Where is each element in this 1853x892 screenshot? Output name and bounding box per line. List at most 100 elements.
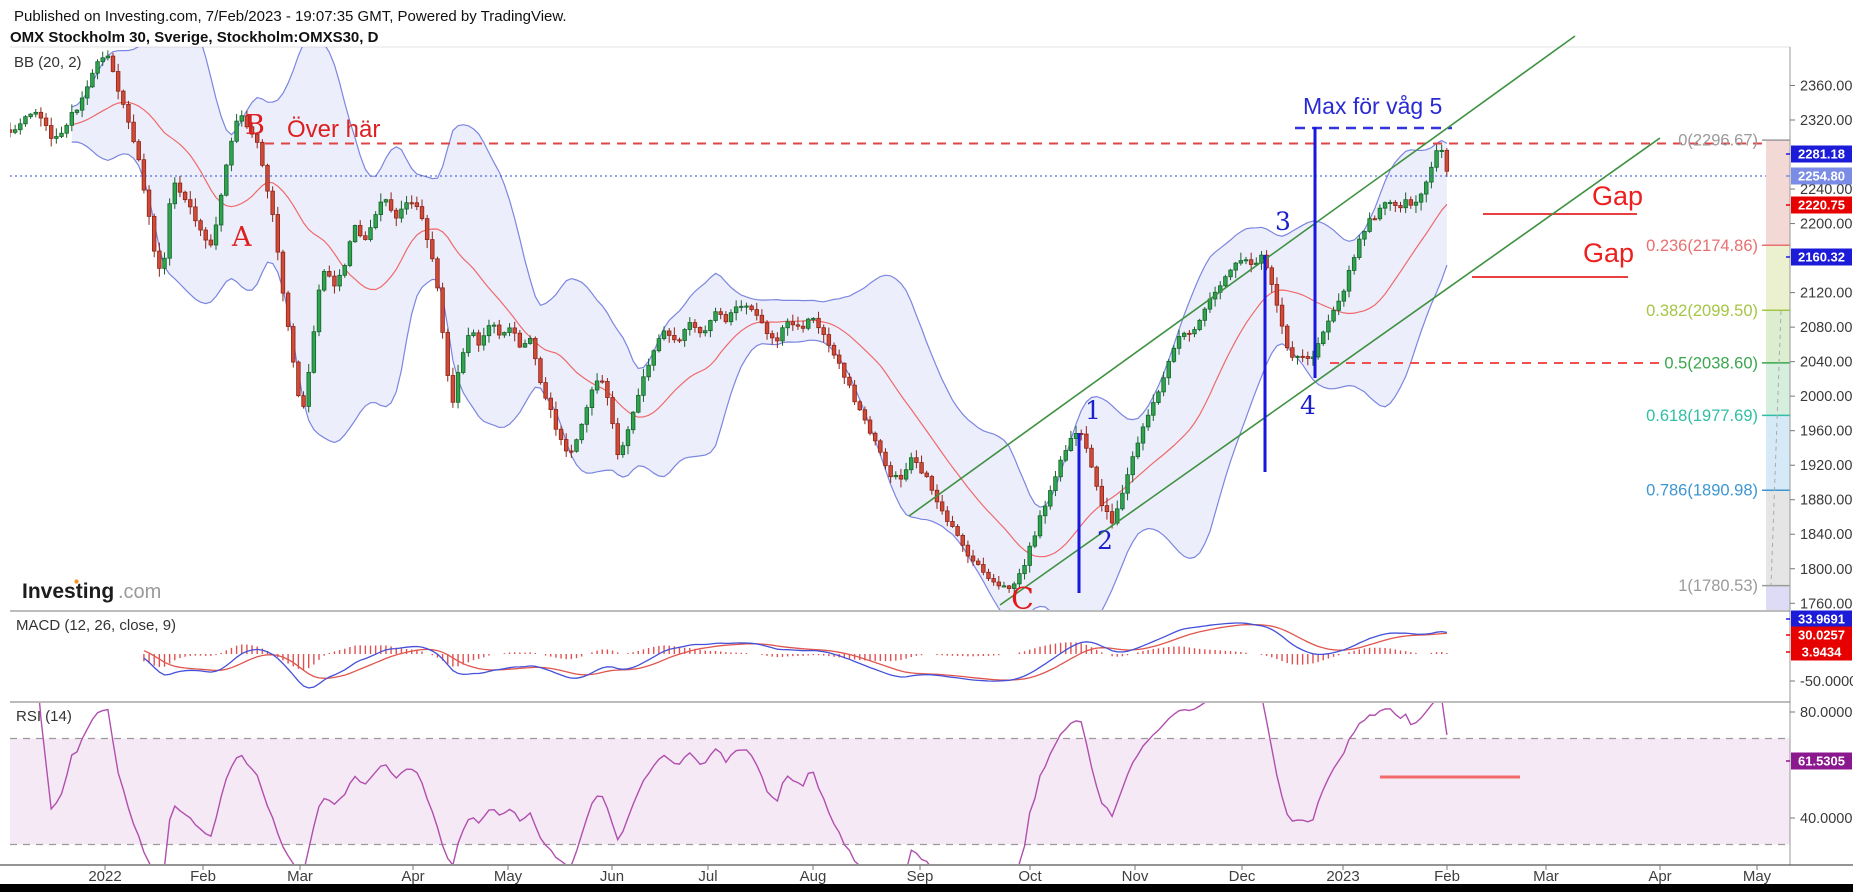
value-badge	[1791, 626, 1852, 644]
candle-body	[43, 117, 49, 126]
candle-body	[466, 335, 471, 354]
annotation-text-gap-2[interactable]: Gap	[1592, 181, 1643, 211]
candle-body	[85, 86, 90, 99]
candle-body	[409, 202, 414, 205]
candle-body	[1434, 150, 1439, 168]
scales-layer[interactable]: 0(2296.67) 0.236(2174.86) 0.382(2099.50) 0.…	[0, 47, 1853, 892]
value-badge	[1791, 643, 1852, 661]
candle-body	[100, 57, 105, 63]
candle-body	[1145, 414, 1151, 428]
price-tick-label: 2120.00	[1800, 286, 1852, 302]
candle-body	[1321, 331, 1326, 345]
candle-body	[399, 208, 404, 219]
candle-body	[775, 337, 780, 342]
candle-body	[795, 324, 801, 327]
value-badge-text: 2160.32	[1798, 250, 1845, 265]
price-tick-label: 1920.00	[1800, 458, 1852, 474]
annotation-text-gap-3[interactable]: Gap	[1583, 238, 1634, 268]
wave-label-c[interactable]: C	[1011, 582, 1034, 617]
candle-body	[342, 265, 347, 276]
wave-label-1[interactable]: 1	[1085, 396, 1101, 425]
candle-body	[862, 409, 868, 421]
candle-body	[1048, 490, 1053, 507]
green-trend-line-2[interactable]	[999, 137, 1661, 606]
candle-body	[831, 344, 837, 356]
annotation-text--ver-h-r-0[interactable]: Över här	[287, 116, 380, 143]
annotation-text-max-f-r-v-g-5-1[interactable]: Max för våg 5	[1303, 93, 1442, 119]
macd-line	[143, 622, 1447, 689]
time-scale[interactable]: 2022 Feb Mar Apr May Jun Jul Aug Sep Oct Nov Dec 202…	[0, 864, 1853, 885]
wave-label-3[interactable]: 3	[1275, 207, 1291, 236]
fib-baseline-dashed	[1770, 310, 1782, 587]
candle-body	[574, 439, 579, 452]
macd-indicator-label[interactable]: MACD (12, 26, close, 9)	[16, 617, 176, 634]
bb-indicator-label[interactable]: BB (20, 2)	[14, 54, 82, 71]
fib-level-label: 0.236(2174.86)	[1646, 237, 1758, 255]
drawing-annotations-layer[interactable]: A B C 1 2 3 4 Över här Max för våg 5 Gap Gap	[10, 35, 1790, 779]
candle-body	[12, 129, 18, 133]
candle-body	[1326, 320, 1331, 333]
candle-body	[430, 239, 435, 260]
rsi-band	[10, 738, 1790, 845]
candle-body	[126, 103, 131, 123]
fib-column-band	[1766, 140, 1790, 246]
candle-body	[1166, 360, 1171, 379]
candle-body	[744, 305, 749, 308]
candle-body	[600, 380, 605, 383]
fib-level-label: 0.786(1890.98)	[1646, 482, 1758, 500]
candle-body	[1104, 505, 1110, 512]
candle-body	[378, 201, 383, 215]
candle-body	[115, 71, 121, 92]
time-tick-label: Jun	[600, 868, 624, 885]
candle-body	[1161, 377, 1166, 393]
candle-body	[960, 534, 965, 546]
series-layer[interactable]	[8, 0, 1450, 892]
candle-body	[1382, 202, 1388, 209]
candle-body	[193, 206, 198, 222]
candle-body	[754, 309, 759, 316]
time-tick-label: Apr	[1648, 868, 1671, 885]
candle-body	[1022, 565, 1027, 575]
candle-body	[1187, 332, 1192, 335]
fib-column-band	[1766, 310, 1790, 363]
candle-body	[1424, 181, 1429, 195]
candle-body	[198, 220, 203, 231]
candle-body	[1403, 199, 1408, 209]
candle-body	[445, 332, 450, 376]
time-tick-label: May	[494, 868, 523, 885]
candle-body	[1228, 269, 1233, 278]
candle-body	[383, 199, 389, 203]
candle-body	[33, 111, 38, 115]
candle-body	[347, 241, 353, 266]
wave-label-4[interactable]: 4	[1300, 391, 1316, 420]
candle-body	[682, 329, 687, 341]
candle-body	[1233, 262, 1238, 271]
candle-body	[296, 361, 301, 397]
candle-body	[976, 560, 981, 565]
wave-label-b[interactable]: B	[245, 110, 265, 141]
candle-body	[1248, 259, 1254, 265]
price-scale[interactable]: 2360.00 2320.00 2240.00 2200.00 2120.00 2080.…	[1786, 47, 1853, 865]
candle-body	[764, 322, 770, 335]
candle-body	[337, 274, 342, 287]
candle-body	[218, 194, 224, 226]
price-tick-label: 1880.00	[1800, 493, 1852, 509]
candle-body	[244, 115, 250, 128]
candle-body	[1259, 254, 1264, 264]
candle-body	[733, 306, 739, 314]
candle-body	[1171, 347, 1177, 362]
candle-body	[497, 324, 502, 336]
candle-body	[105, 55, 111, 59]
rsi-indicator-label[interactable]: RSI (14)	[16, 708, 72, 725]
candle-body	[172, 182, 177, 205]
value-badge	[1791, 167, 1852, 185]
value-badge-text: 2281.18	[1798, 147, 1845, 162]
green-trend-line-1[interactable]	[908, 35, 1576, 517]
candle-body	[749, 305, 754, 310]
wave-label-2[interactable]: 2	[1097, 526, 1113, 555]
candle-body	[507, 327, 512, 333]
time-tick-label: Sep	[907, 868, 934, 885]
wave-label-a[interactable]: A	[231, 222, 252, 253]
candle-body	[74, 109, 80, 113]
